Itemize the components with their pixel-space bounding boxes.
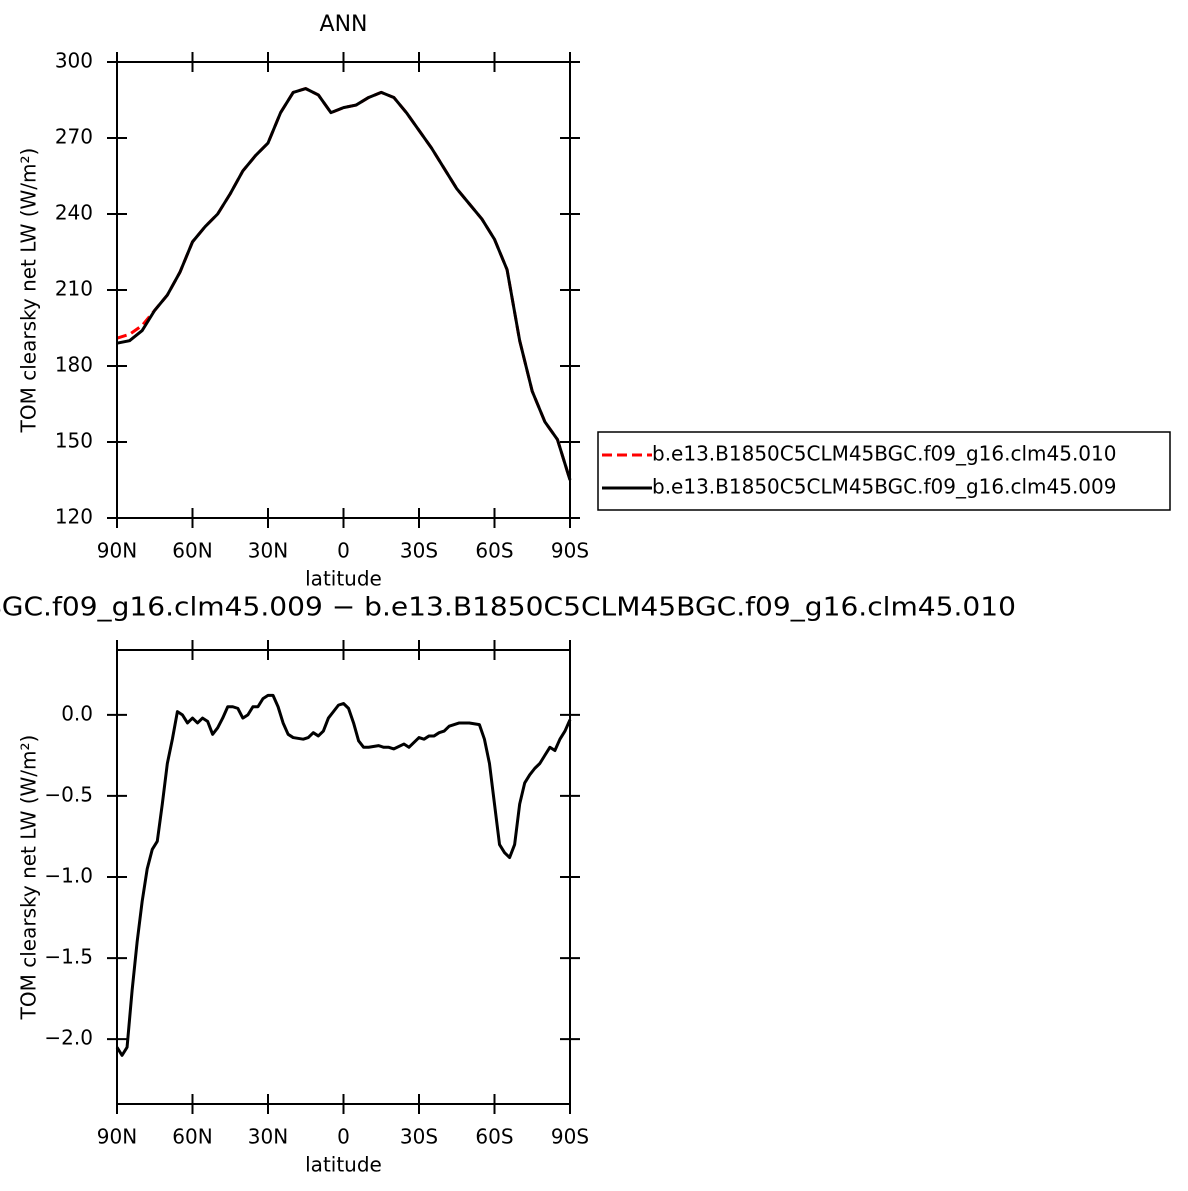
x-tick-label: 60N — [172, 539, 212, 563]
x-axis-label: latitude — [305, 567, 382, 591]
x-tick-label: 0 — [337, 1125, 350, 1149]
y-axis-label: TOM clearsky net LW (W/m²) — [17, 148, 41, 434]
y-tick-label: −0.5 — [44, 782, 93, 806]
x-tick-label: 30S — [400, 539, 438, 563]
x-tick-label: 30N — [248, 1125, 288, 1149]
x-tick-label: 90N — [97, 539, 137, 563]
series-line — [116, 87, 572, 481]
y-tick-label: 0.0 — [61, 701, 93, 725]
y-tick-label: 150 — [55, 429, 93, 453]
x-tick-label: 0 — [337, 539, 350, 563]
x-tick-label: 30N — [248, 539, 288, 563]
y-axis-label: TOM clearsky net LW (W/m²) — [17, 735, 41, 1021]
y-tick-label: 180 — [55, 353, 93, 377]
x-tick-label: 30S — [400, 1125, 438, 1149]
legend-label: b.e13.B1850C5CLM45BGC.f09_g16.clm45.010 — [652, 442, 1116, 466]
legend-box — [597, 431, 1171, 511]
x-tick-label: 60S — [475, 539, 513, 563]
y-tick-label: −1.0 — [44, 864, 93, 888]
y-tick-label: −2.0 — [44, 1026, 93, 1050]
y-tick-label: 270 — [55, 125, 93, 149]
y-tick-label: 240 — [55, 201, 93, 225]
x-tick-label: 60N — [172, 1125, 212, 1149]
chart-title: ANN — [320, 12, 368, 37]
y-tick-label: −1.5 — [44, 945, 93, 969]
y-tick-label: 120 — [55, 505, 93, 529]
x-tick-label: 90S — [551, 539, 589, 563]
y-tick-label: 300 — [55, 49, 93, 73]
y-tick-label: 210 — [55, 277, 93, 301]
x-tick-label: 60S — [475, 1125, 513, 1149]
legend: b.e13.B1850C5CLM45BGC.f09_g16.clm45.010b… — [597, 431, 1171, 511]
x-tick-label: 90N — [97, 1125, 137, 1149]
legend-label: b.e13.B1850C5CLM45BGC.f09_g16.clm45.009 — [652, 475, 1116, 499]
series-line — [116, 87, 572, 481]
x-tick-label: 90S — [551, 1125, 589, 1149]
x-axis-label: latitude — [305, 1153, 382, 1177]
chart-title: b.e13.B1850C5CLM45BGC.f09_g16.clm45.009 … — [0, 593, 1016, 623]
series-line — [115, 693, 572, 1057]
plot-frame — [116, 61, 571, 519]
